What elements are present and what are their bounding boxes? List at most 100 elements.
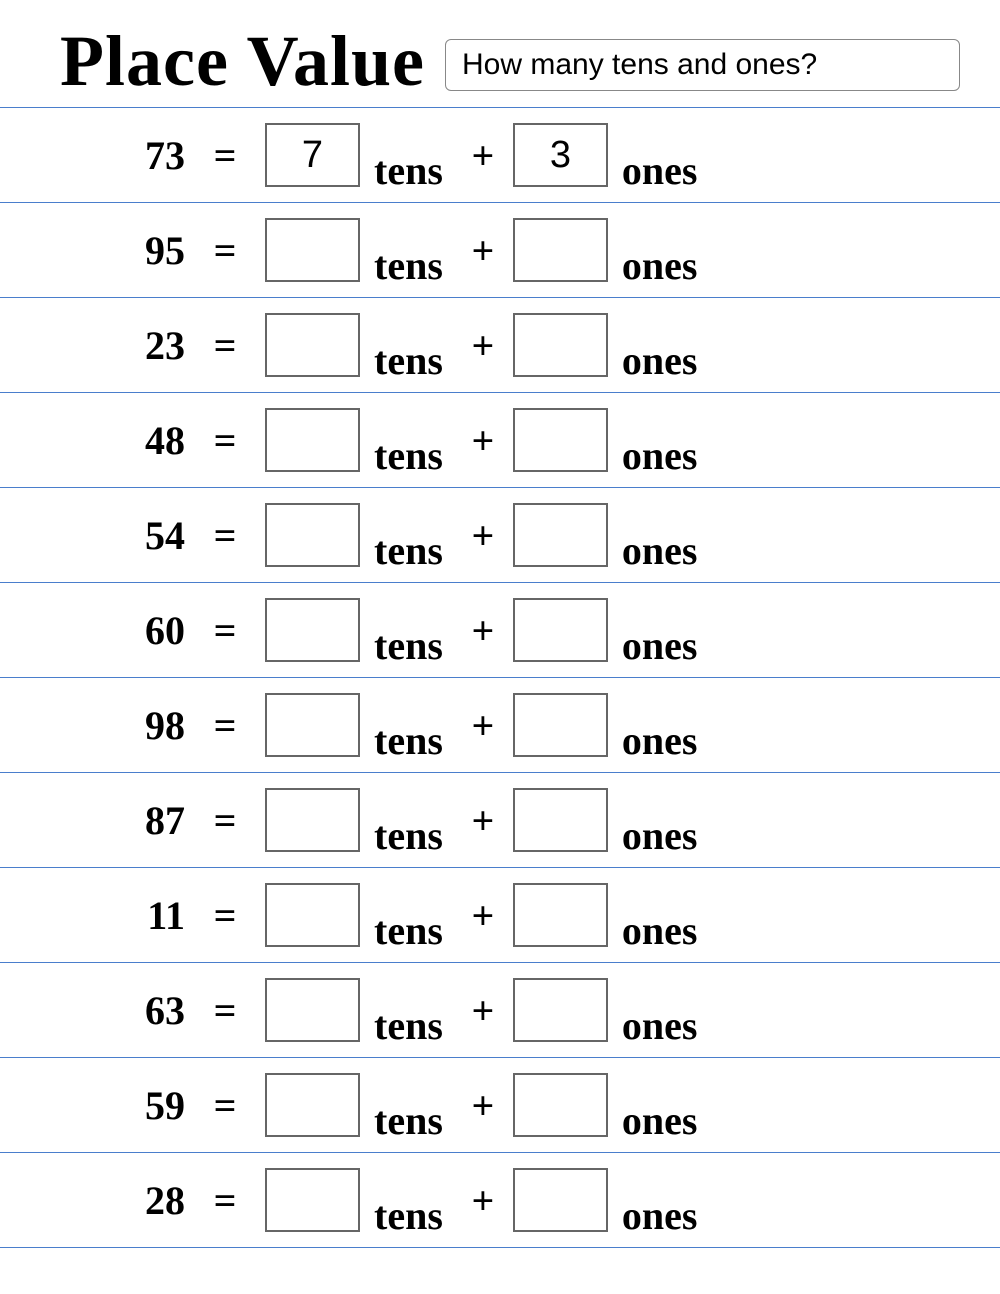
plus-sign: + xyxy=(453,1082,513,1129)
problem-list: 73=7tens+3ones95=tens+ones23=tens+ones48… xyxy=(0,107,1000,1248)
ones-input[interactable] xyxy=(513,1168,608,1232)
number-value: 60 xyxy=(0,607,185,654)
number-value: 59 xyxy=(0,1082,185,1129)
ones-input[interactable] xyxy=(513,883,608,947)
plus-sign: + xyxy=(453,132,513,179)
equals-sign: = xyxy=(185,227,265,274)
tens-label: tens xyxy=(360,147,453,202)
problem-row: 73=7tens+3ones xyxy=(0,108,1000,203)
tens-label: tens xyxy=(360,812,453,867)
problem-row: 23= tens+ ones xyxy=(0,298,1000,393)
ones-input[interactable] xyxy=(513,788,608,852)
ones-input[interactable] xyxy=(513,313,608,377)
ones-label: ones xyxy=(608,1097,708,1152)
tens-label: tens xyxy=(360,242,453,297)
ones-input[interactable] xyxy=(513,693,608,757)
ones-label: ones xyxy=(608,907,708,962)
page-title: Place Value xyxy=(60,20,425,103)
ones-label: ones xyxy=(608,1002,708,1057)
tens-label: tens xyxy=(360,717,453,772)
number-value: 87 xyxy=(0,797,185,844)
problem-row: 98= tens+ ones xyxy=(0,678,1000,773)
ones-input[interactable] xyxy=(513,978,608,1042)
equals-sign: = xyxy=(185,797,265,844)
equals-sign: = xyxy=(185,132,265,179)
plus-sign: + xyxy=(453,892,513,939)
number-value: 73 xyxy=(0,132,185,179)
header: Place Value How many tens and ones? xyxy=(0,0,1000,103)
equals-sign: = xyxy=(185,417,265,464)
ones-input[interactable] xyxy=(513,503,608,567)
equals-sign: = xyxy=(185,607,265,654)
problem-row: 54= tens+ ones xyxy=(0,488,1000,583)
ones-label: ones xyxy=(608,622,708,677)
ones-label: ones xyxy=(608,717,708,772)
tens-input[interactable] xyxy=(265,1073,360,1137)
number-value: 98 xyxy=(0,702,185,749)
tens-label: tens xyxy=(360,1097,453,1152)
tens-input[interactable] xyxy=(265,978,360,1042)
problem-row: 60= tens+ ones xyxy=(0,583,1000,678)
ones-label: ones xyxy=(608,337,708,392)
plus-sign: + xyxy=(453,607,513,654)
tens-label: tens xyxy=(360,907,453,962)
tens-label: tens xyxy=(360,622,453,677)
ones-label: ones xyxy=(608,527,708,582)
plus-sign: + xyxy=(453,702,513,749)
problem-row: 63= tens+ ones xyxy=(0,963,1000,1058)
ones-input[interactable] xyxy=(513,598,608,662)
tens-input[interactable] xyxy=(265,1168,360,1232)
problem-row: 59= tens+ ones xyxy=(0,1058,1000,1153)
equals-sign: = xyxy=(185,987,265,1034)
number-value: 48 xyxy=(0,417,185,464)
ones-input[interactable]: 3 xyxy=(513,123,608,187)
number-value: 23 xyxy=(0,322,185,369)
plus-sign: + xyxy=(453,1177,513,1224)
plus-sign: + xyxy=(453,797,513,844)
equals-sign: = xyxy=(185,1177,265,1224)
tens-input[interactable] xyxy=(265,883,360,947)
number-value: 63 xyxy=(0,987,185,1034)
tens-label: tens xyxy=(360,1002,453,1057)
ones-label: ones xyxy=(608,147,708,202)
equals-sign: = xyxy=(185,512,265,559)
equals-sign: = xyxy=(185,322,265,369)
equals-sign: = xyxy=(185,702,265,749)
tens-input[interactable] xyxy=(265,598,360,662)
number-value: 11 xyxy=(0,892,185,939)
tens-label: tens xyxy=(360,432,453,487)
tens-input[interactable]: 7 xyxy=(265,123,360,187)
tens-label: tens xyxy=(360,527,453,582)
plus-sign: + xyxy=(453,322,513,369)
equals-sign: = xyxy=(185,1082,265,1129)
tens-input[interactable] xyxy=(265,313,360,377)
problem-row: 95= tens+ ones xyxy=(0,203,1000,298)
tens-input[interactable] xyxy=(265,788,360,852)
number-value: 54 xyxy=(0,512,185,559)
ones-label: ones xyxy=(608,812,708,867)
tens-label: tens xyxy=(360,1192,453,1247)
ones-label: ones xyxy=(608,432,708,487)
problem-row: 87= tens+ ones xyxy=(0,773,1000,868)
worksheet-page: Place Value How many tens and ones? 73=7… xyxy=(0,0,1000,1248)
tens-input[interactable] xyxy=(265,503,360,567)
instruction-box: How many tens and ones? xyxy=(445,39,960,91)
problem-row: 28=tens+ones xyxy=(0,1153,1000,1248)
tens-input[interactable] xyxy=(265,408,360,472)
ones-input[interactable] xyxy=(513,408,608,472)
tens-label: tens xyxy=(360,337,453,392)
ones-input[interactable] xyxy=(513,218,608,282)
ones-input[interactable] xyxy=(513,1073,608,1137)
plus-sign: + xyxy=(453,512,513,559)
number-value: 28 xyxy=(0,1177,185,1224)
tens-input[interactable] xyxy=(265,218,360,282)
plus-sign: + xyxy=(453,417,513,464)
ones-label: ones xyxy=(608,242,708,297)
equals-sign: = xyxy=(185,892,265,939)
problem-row: 48= tens+ ones xyxy=(0,393,1000,488)
plus-sign: + xyxy=(453,987,513,1034)
plus-sign: + xyxy=(453,227,513,274)
tens-input[interactable] xyxy=(265,693,360,757)
problem-row: 11= tens+ ones xyxy=(0,868,1000,963)
number-value: 95 xyxy=(0,227,185,274)
